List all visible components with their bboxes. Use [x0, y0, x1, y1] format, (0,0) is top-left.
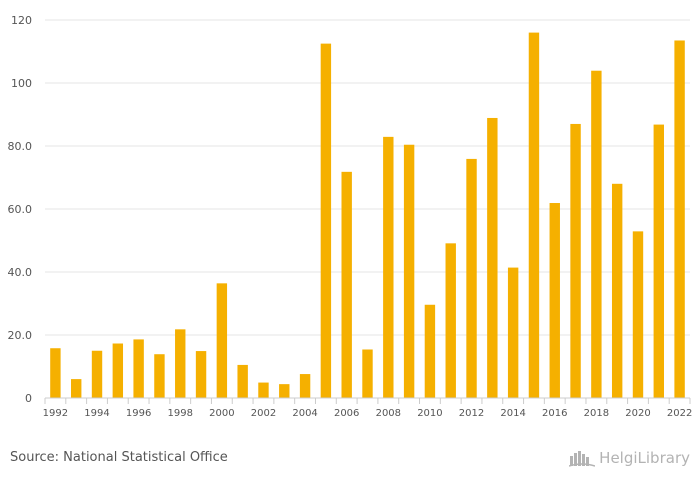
bar-2010 — [424, 304, 436, 398]
bar-2001 — [237, 364, 248, 398]
x-tick-label: 2000 — [209, 408, 234, 419]
x-tick-label: 2004 — [292, 408, 317, 419]
bar-2016 — [549, 203, 560, 398]
bar-2011 — [445, 243, 456, 398]
y-tick-label: 100 — [11, 77, 32, 90]
helgi-library-logo[interactable]: HelgiLibrary — [569, 448, 690, 468]
x-tick-label: 2022 — [667, 408, 692, 419]
bar-2021 — [653, 124, 664, 398]
x-tick-label: 1996 — [126, 408, 151, 419]
x-tick-label: 1992 — [43, 408, 68, 419]
bar-1997 — [154, 354, 165, 398]
bar-1998 — [175, 329, 186, 398]
x-tick-label: 2006 — [334, 408, 359, 419]
bar-2002 — [258, 382, 269, 398]
bar-2006 — [341, 171, 352, 398]
bar-2018 — [591, 70, 602, 398]
bar-1992 — [50, 348, 61, 398]
bar-1996 — [133, 339, 144, 398]
bar-2000 — [216, 283, 228, 398]
bar-chart: 0 20.0 40.0 60.0 80.0 100 120 1992 1994 1996 1998 2… — [8, 14, 693, 419]
y-tick-label: 120 — [11, 14, 32, 27]
bar-2007 — [362, 349, 373, 398]
x-tick-label: 1994 — [84, 408, 109, 419]
bar-2017 — [570, 123, 581, 398]
bar-2022 — [674, 40, 685, 398]
bar-2008 — [383, 136, 394, 399]
x-tick-label: 2008 — [376, 408, 401, 419]
bar-1994 — [91, 350, 103, 398]
bar-2004 — [299, 374, 311, 398]
x-tick-label: 2002 — [251, 408, 276, 419]
x-tick-label: 2012 — [459, 408, 484, 419]
y-tick-label: 20.0 — [8, 329, 33, 342]
x-tick-label: 2016 — [542, 408, 567, 419]
x-tick-label: 2020 — [625, 408, 650, 419]
y-tick-label: 40.0 — [8, 266, 33, 279]
y-tick-label: 60.0 — [8, 203, 33, 216]
source-note: Source: National Statistical Office — [10, 450, 228, 465]
x-tick-label: 2010 — [417, 408, 442, 419]
bar-1993 — [71, 379, 82, 398]
bar-2005 — [320, 43, 332, 398]
bar-2003 — [279, 384, 290, 398]
logo-text: HelgiLibrary — [599, 449, 690, 467]
bar-2020 — [632, 231, 644, 398]
x-tick-label: 2014 — [500, 408, 525, 419]
y-tick-label: 0 — [25, 392, 32, 405]
bar-2015 — [528, 32, 540, 398]
x-tick-label: 1998 — [168, 408, 193, 419]
bar-2014 — [507, 267, 519, 398]
bar-1999 — [195, 351, 207, 398]
x-tick-label: 2018 — [584, 408, 609, 419]
y-tick-label: 80.0 — [8, 140, 33, 153]
bar-1995 — [112, 343, 124, 398]
bar-2013 — [487, 117, 498, 398]
bar-2012 — [466, 158, 477, 398]
bar-2009 — [403, 144, 415, 398]
helgi-library-logo-icon — [569, 451, 596, 467]
bar-2019 — [611, 183, 623, 398]
